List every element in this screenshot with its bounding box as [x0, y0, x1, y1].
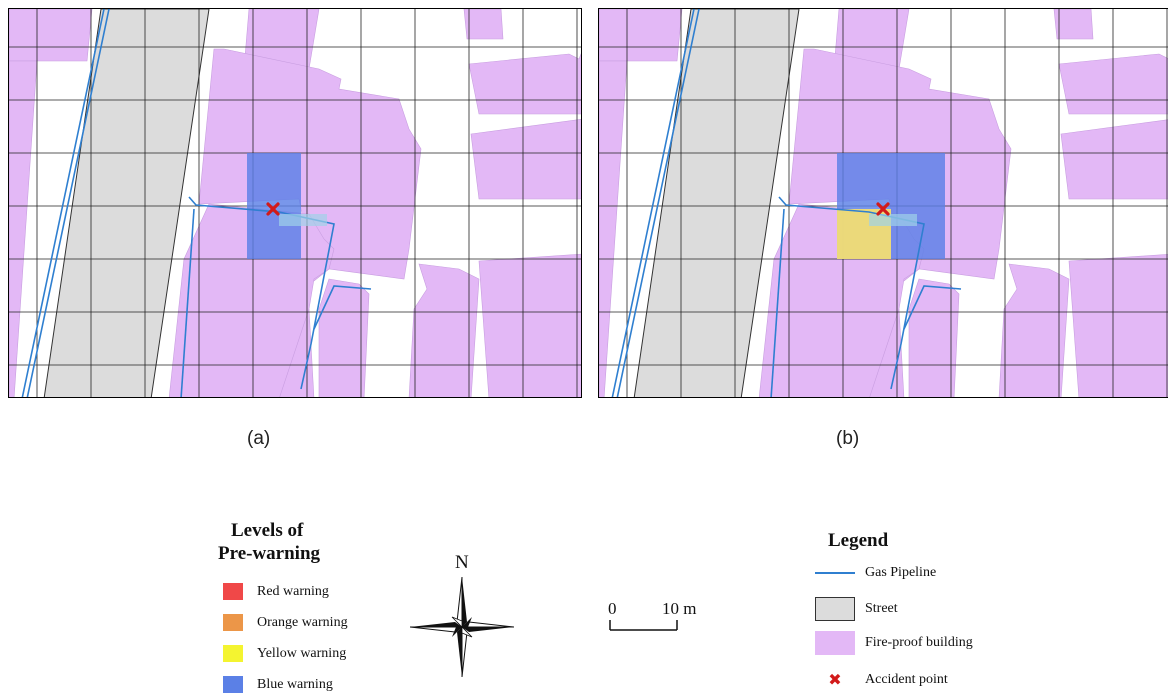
building — [470, 118, 581, 200]
legend-label: Fire-proof building — [865, 635, 973, 650]
pipe-highlight — [869, 214, 917, 226]
legend-item-gas-pipeline: Gas Pipeline — [815, 565, 936, 581]
prewarning-label: Red warning — [257, 583, 329, 599]
building-swatch — [815, 631, 855, 655]
building — [599, 9, 683, 62]
map-panel-b — [598, 8, 1168, 398]
legend-item-accident-point: ✖ Accident point — [815, 672, 948, 688]
building — [908, 278, 960, 397]
building — [1053, 9, 1094, 40]
building — [463, 9, 504, 40]
caption-b: (b) — [836, 428, 860, 449]
building — [478, 253, 581, 397]
legend-item-fire-proof-building: Fire-proof building — [815, 631, 973, 655]
gas-pipeline — [21, 9, 105, 397]
gas-pipeline — [180, 208, 195, 397]
map-svg-b — [599, 9, 1168, 397]
gas-pipeline — [313, 285, 372, 330]
building — [318, 278, 370, 397]
accident-point-marker — [266, 202, 280, 216]
prewarning-title-line2: Pre-warning — [218, 543, 321, 564]
prewarning-label: Orange warning — [257, 614, 348, 630]
gas-pipeline — [616, 9, 700, 397]
prewarning-item-red: Red warning — [223, 583, 329, 600]
prewarning-title-line1: Levels of — [231, 520, 304, 541]
scale-end-value: 10 — [662, 599, 679, 618]
blue-swatch — [223, 676, 243, 693]
grid-lines — [9, 9, 581, 397]
scale-end-label: 10 m — [662, 599, 696, 619]
prewarning-item-orange: Orange warning — [223, 614, 348, 631]
building — [1058, 53, 1168, 115]
scale-bar — [609, 620, 678, 631]
prewarning-item-blue: Blue warning — [223, 676, 333, 693]
building — [1068, 254, 1168, 397]
legend-label: Accident point — [865, 672, 948, 687]
legend-label: Street — [865, 601, 898, 616]
map-svg-a — [9, 9, 581, 397]
gas-pipeline — [770, 208, 785, 397]
accident-point-marker — [876, 202, 890, 216]
legend-label: Gas Pipeline — [865, 565, 937, 580]
building — [1060, 119, 1168, 200]
red-swatch — [223, 583, 243, 600]
street — [43, 9, 210, 397]
building — [998, 263, 1070, 397]
yellow-swatch — [223, 645, 243, 662]
buildings-layer — [9, 9, 581, 397]
street — [633, 9, 800, 397]
prewarning-label: Yellow warning — [257, 645, 347, 661]
street-swatch — [815, 597, 855, 621]
pipe-highlight — [279, 214, 327, 226]
building — [408, 263, 480, 397]
map-panel-a — [8, 8, 582, 398]
legend-title: Legend — [828, 530, 889, 551]
building — [9, 60, 38, 397]
building — [279, 308, 315, 397]
building — [869, 308, 905, 397]
gas-pipeline — [903, 285, 962, 330]
gas-pipeline — [611, 9, 695, 397]
north-arrow-icon — [410, 577, 514, 677]
gas-pipeline-symbol — [815, 572, 855, 574]
building — [468, 53, 581, 115]
caption-a: (a) — [247, 428, 271, 449]
legend-item-street: Street — [815, 597, 898, 621]
prewarning-label: Blue warning — [257, 676, 333, 692]
accident-point-icon: ✖ — [828, 670, 842, 689]
gas-pipeline — [26, 9, 110, 397]
prewarning-item-yellow: Yellow warning — [223, 645, 346, 662]
north-label: N — [455, 552, 469, 573]
orange-swatch — [223, 614, 243, 631]
building — [9, 9, 93, 62]
building — [599, 60, 628, 397]
gas-pipelines — [611, 9, 962, 397]
scale-unit: m — [683, 599, 697, 618]
scale-start-label: 0 — [608, 599, 617, 618]
